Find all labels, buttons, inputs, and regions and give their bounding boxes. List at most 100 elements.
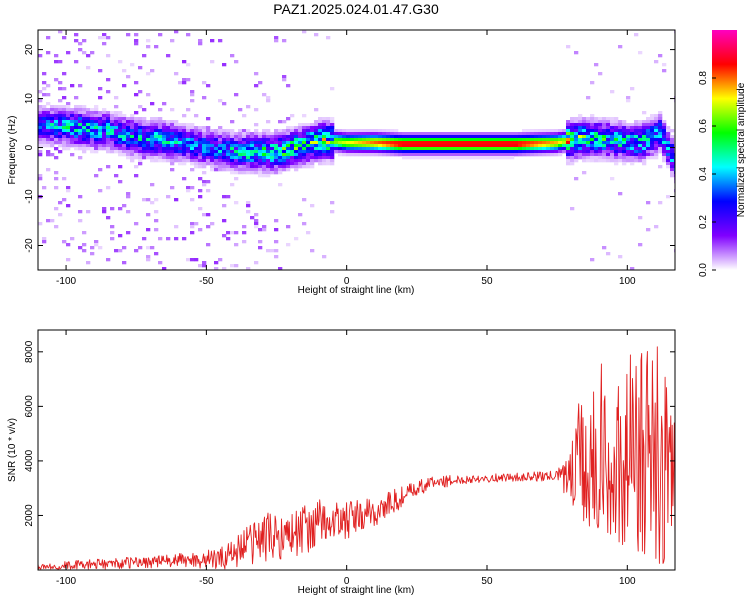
- spectrogram-cell: [310, 126, 315, 130]
- spectrogram-cell: [438, 132, 443, 136]
- spectrogram-cell: [606, 126, 611, 130]
- spectrogram-cell: [534, 147, 539, 151]
- spectrogram-cell: [66, 204, 71, 208]
- spectrogram-cell: [158, 153, 163, 157]
- spectrogram-cell: [590, 141, 595, 145]
- spectrogram-cell: [594, 132, 599, 136]
- spectrogram-cell: [246, 168, 251, 172]
- spectrogram-cell: [90, 108, 95, 112]
- spectrogram-cell: [670, 165, 675, 169]
- spectrogram-cell: [190, 126, 195, 130]
- spectrogram-cell: [90, 132, 95, 136]
- spectrogram-cell: [126, 147, 131, 151]
- spectrogram-cell: [226, 168, 231, 172]
- spectrogram-cell: [498, 147, 503, 151]
- spectrogram-cell: [438, 138, 443, 142]
- spectrogram-cell: [658, 165, 663, 169]
- spectrogram-cell: [146, 39, 151, 43]
- spectrogram-cell: [394, 129, 399, 133]
- spectrogram-cell: [38, 153, 43, 157]
- spectrogram-cell: [198, 264, 203, 268]
- spectrogram-cell: [130, 150, 135, 154]
- spectrogram-cell: [102, 132, 107, 136]
- spectrogram-cell: [582, 120, 587, 124]
- spectrogram-cell: [458, 156, 463, 160]
- spectrogram-cell: [598, 132, 603, 136]
- spectrogram-cell: [578, 114, 583, 118]
- spectrogram-cell: [266, 135, 271, 139]
- spectrogram-cell: [650, 144, 655, 148]
- spectrogram-cell: [74, 111, 79, 115]
- spectrogram-cell: [358, 129, 363, 133]
- spectrogram-cell: [458, 150, 463, 154]
- spectrogram-cell: [610, 120, 615, 124]
- spectrogram-cell: [50, 123, 55, 127]
- spectrogram-cell: [190, 93, 195, 97]
- spectrogram-cell: [110, 138, 115, 142]
- spectrogram-cell: [358, 150, 363, 154]
- spectrogram-cell: [610, 156, 615, 160]
- spectrogram-cell: [430, 147, 435, 151]
- spectrogram-cell: [522, 132, 527, 136]
- spectrogram-cell: [290, 153, 295, 157]
- spectrogram-cell: [534, 132, 539, 136]
- spectrogram-cell: [606, 132, 611, 136]
- spectrogram-cell: [194, 165, 199, 169]
- spectrogram-cell: [414, 141, 419, 145]
- spectrogram-cell: [106, 117, 111, 121]
- spectrogram-cell: [290, 141, 295, 145]
- spectrogram-cell: [470, 153, 475, 157]
- spectrogram-cell: [450, 141, 455, 145]
- spectrogram-cell: [542, 138, 547, 142]
- spectrogram-cell: [270, 132, 275, 136]
- spectrogram-cell: [210, 138, 215, 142]
- spectrogram-cell: [110, 114, 115, 118]
- spectrogram-cell: [650, 147, 655, 151]
- spectrogram-cell: [646, 138, 651, 142]
- spectrogram-cell: [226, 141, 231, 145]
- spectrogram-cell: [666, 153, 671, 157]
- spectrogram-cell: [490, 153, 495, 157]
- spectrogram-cell: [322, 153, 327, 157]
- spectrogram-cell: [162, 144, 167, 148]
- spectrogram-cell: [66, 105, 71, 109]
- spectrogram-cell: [274, 144, 279, 148]
- spectrogram-cell: [282, 156, 287, 160]
- spectrogram-cell: [442, 147, 447, 151]
- spectrogram-cell: [222, 165, 227, 169]
- spectrogram-cell: [514, 135, 519, 139]
- spectrogram-cell: [582, 126, 587, 130]
- spectrogram-cell: [434, 138, 439, 142]
- spectrogram-cell: [286, 225, 291, 229]
- spectrogram-cell: [306, 126, 311, 130]
- spectrogram-cell: [386, 144, 391, 148]
- spectrogram-cell: [186, 153, 191, 157]
- spectrogram-cell: [54, 132, 59, 136]
- spectrogram-cell: [322, 126, 327, 130]
- spectrogram-cell: [314, 135, 319, 139]
- spectrogram-cell: [550, 150, 555, 154]
- spectrogram-cell: [294, 159, 299, 163]
- spectrogram-cell: [274, 219, 279, 223]
- spectrogram-cell: [282, 162, 287, 166]
- spectrogram-cell: [54, 120, 59, 124]
- spectrogram-cell: [218, 153, 223, 157]
- spectrogram-cell: [126, 153, 131, 157]
- spectrogram-cell: [602, 120, 607, 124]
- x-tick-label: 0: [344, 276, 350, 287]
- figure-title: PAZ1.2025.024.01.47.G30: [273, 1, 439, 17]
- spectrogram-cell: [138, 156, 143, 160]
- spectrogram-cell: [586, 156, 591, 160]
- spectrogram-cell: [538, 129, 543, 133]
- spectrogram-cell: [66, 243, 71, 247]
- spectrogram-cell: [434, 153, 439, 157]
- spectrogram-cell: [198, 150, 203, 154]
- spectrogram-cell: [194, 222, 199, 226]
- spectrogram-cell: [386, 132, 391, 136]
- spectrogram-cell: [650, 129, 655, 133]
- spectrogram-cell: [202, 147, 207, 151]
- spectrogram-cell: [470, 150, 475, 154]
- spectrogram-cell: [78, 105, 83, 109]
- spectrogram-cell: [262, 162, 267, 166]
- spectrogram-cell: [66, 120, 71, 124]
